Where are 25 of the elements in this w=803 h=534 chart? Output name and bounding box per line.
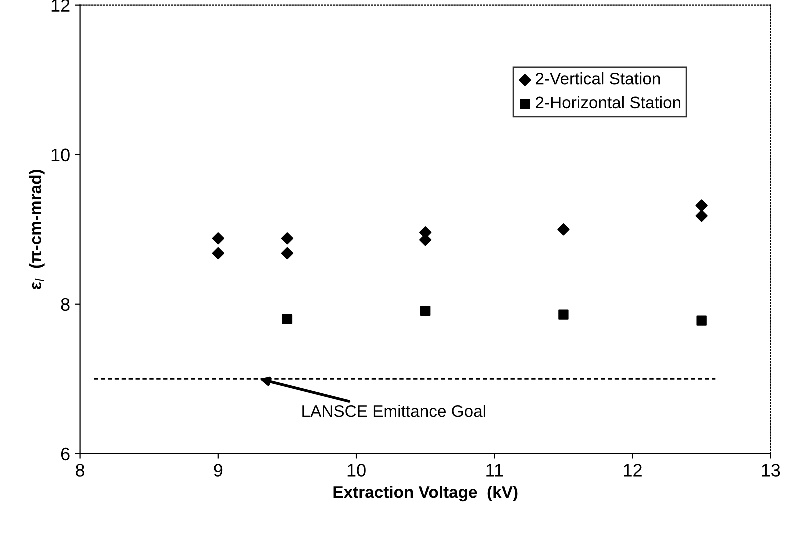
y-tick-label: 6 [61, 448, 70, 461]
legend-label: 2-Vertical Station [536, 72, 660, 85]
point [212, 247, 224, 260]
point [558, 224, 570, 236]
point [696, 316, 707, 326]
point [696, 200, 708, 212]
ref-line-label: LANSCE Emittance Goal [302, 405, 486, 418]
x-tick-label: 10 [348, 464, 366, 477]
y-axis-title: ε$_{l}$ (π-cm-mrad) [29, 170, 45, 290]
point [212, 232, 224, 245]
point [281, 232, 294, 245]
point [420, 306, 431, 316]
y-tick-label: 10 [52, 148, 70, 162]
x-axis-title: Extraction Voltage (kV) [334, 486, 518, 502]
point [282, 314, 293, 324]
x-tick-label: 8 [76, 464, 85, 477]
x-tick-label: 12 [624, 464, 642, 477]
y-tick-label: 8 [61, 298, 70, 312]
x-tick-label: 11 [486, 464, 504, 477]
legend-label: 2-Horizontal Station [536, 96, 681, 109]
point [696, 210, 708, 222]
point [281, 247, 294, 260]
x-tick-label: 9 [214, 464, 223, 477]
point [558, 310, 569, 320]
x-tick-label: 13 [762, 464, 780, 477]
